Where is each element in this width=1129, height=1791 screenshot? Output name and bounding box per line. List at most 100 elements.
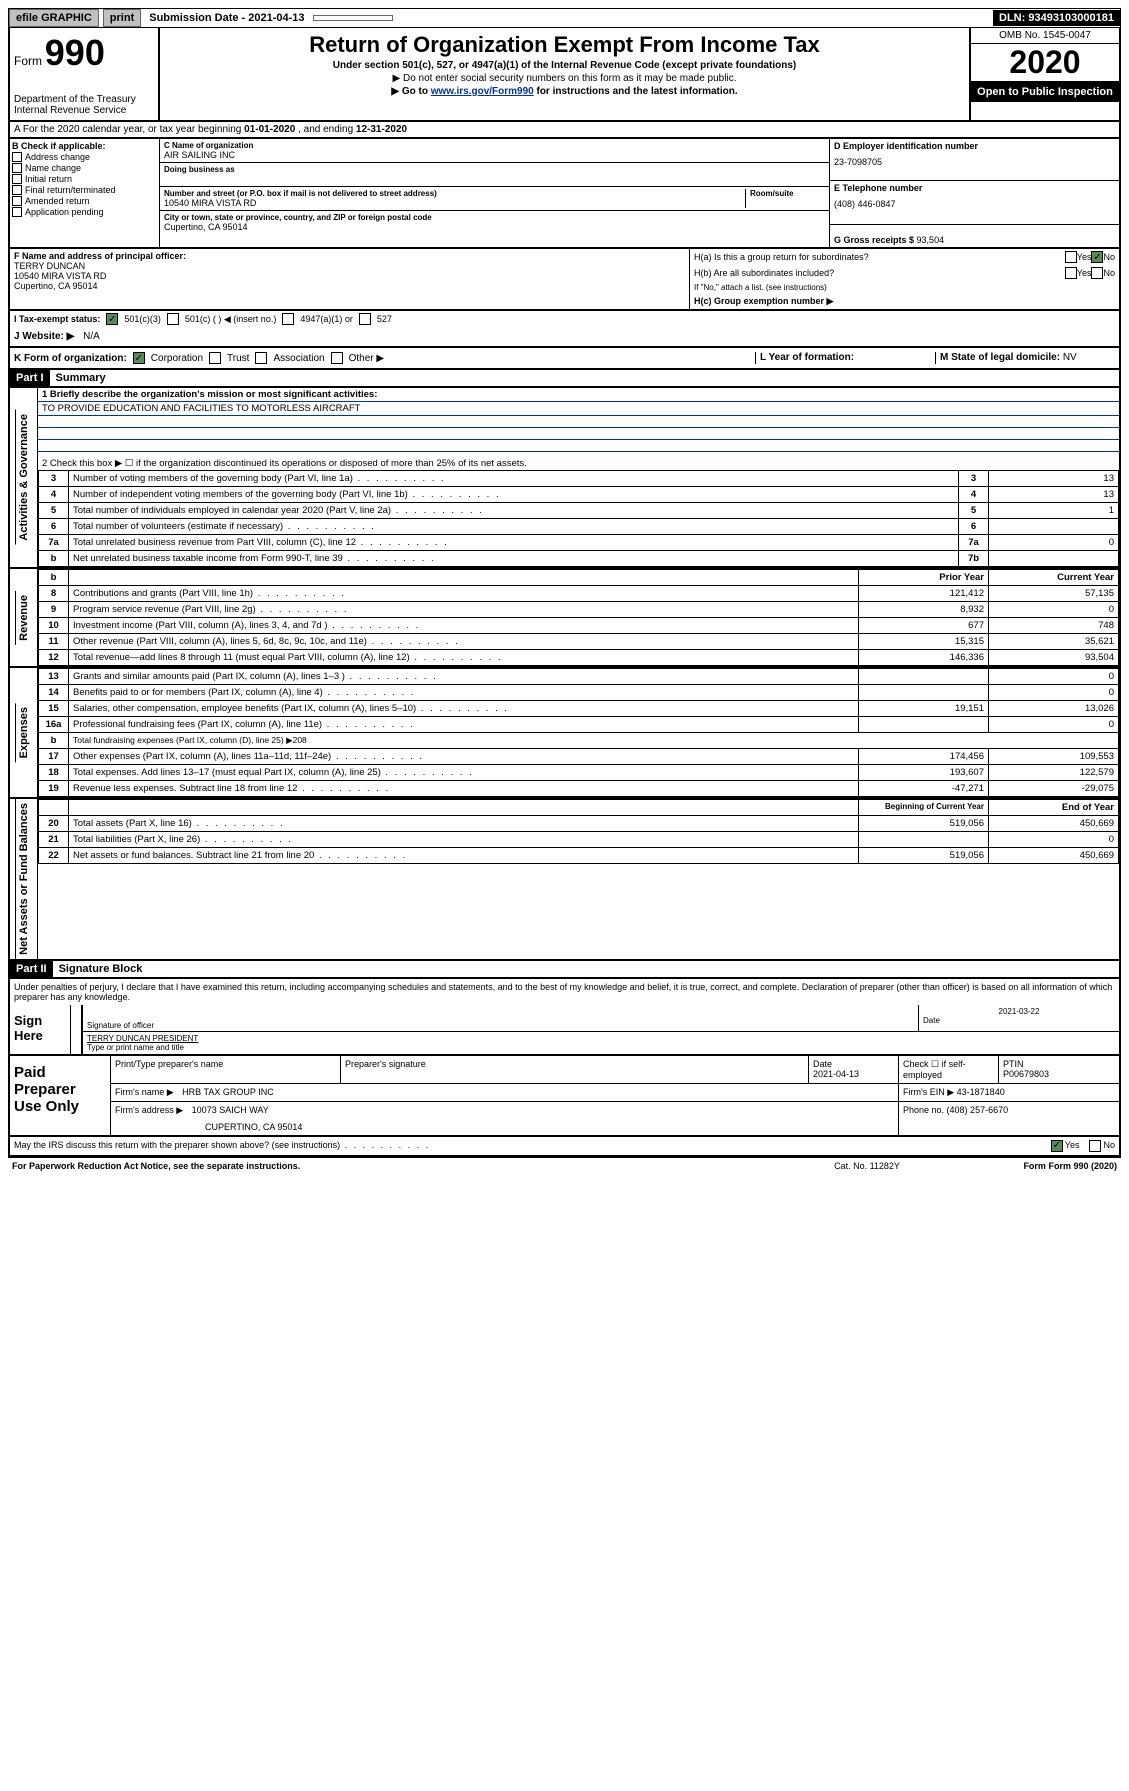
ein-label: D Employer identification number	[834, 141, 1115, 151]
m-value: NV	[1063, 352, 1077, 363]
form-ref: Form Form 990 (2020)	[967, 1161, 1117, 1171]
chk-4947[interactable]	[282, 313, 294, 325]
prior-value: 8,932	[859, 602, 989, 618]
irs-link[interactable]: www.irs.gov/Form990	[431, 86, 534, 97]
end-value: 450,669	[989, 848, 1119, 864]
row-value: 1	[989, 503, 1119, 519]
row-text: Salaries, other compensation, employee b…	[69, 701, 859, 717]
officer-addr1: 10540 MIRA VISTA RD	[14, 271, 685, 281]
row-text: Program service revenue (Part VIII, line…	[69, 602, 859, 618]
chk-assoc[interactable]	[255, 352, 267, 364]
print-button[interactable]: print	[103, 9, 141, 27]
ha-yes[interactable]	[1065, 251, 1077, 263]
col-b-header: B Check if applicable:	[12, 141, 157, 151]
form-subtitle: Under section 501(c), 527, or 4947(a)(1)…	[164, 60, 965, 71]
chk-address[interactable]	[12, 152, 22, 162]
chk-501c3[interactable]: ✓	[106, 313, 118, 325]
discuss-no[interactable]	[1089, 1140, 1101, 1152]
current-value: 0	[989, 717, 1119, 733]
sig-officer-label: Signature of officer	[87, 1021, 914, 1030]
dln-label: DLN: 93493103000181	[993, 10, 1120, 26]
inspection-badge: Open to Public Inspection	[971, 82, 1119, 102]
begin-value: 519,056	[859, 848, 989, 864]
chk-amended[interactable]	[12, 196, 22, 206]
row-text: Benefits paid to or for members (Part IX…	[69, 685, 859, 701]
toolbar: efile GRAPHIC print Submission Date - 20…	[8, 8, 1121, 28]
governance-section: Activities & Governance 1 Briefly descri…	[8, 388, 1121, 569]
end-year-hdr: End of Year	[989, 800, 1119, 816]
omb-number: OMB No. 1545-0047	[971, 28, 1119, 44]
ein-value: 23-7098705	[834, 157, 1115, 167]
row-a-tax-year: A For the 2020 calendar year, or tax yea…	[8, 122, 1121, 139]
chk-initial[interactable]	[12, 174, 22, 184]
discuss-yes[interactable]: ✓	[1051, 1140, 1063, 1152]
phone-label: E Telephone number	[834, 183, 1115, 193]
prior-value: 193,607	[859, 765, 989, 781]
current-year-hdr: Current Year	[989, 570, 1119, 586]
tax-year: 2020	[971, 44, 1119, 82]
ptin-hdr: PTIN	[1003, 1059, 1115, 1069]
city-value: Cupertino, CA 95014	[164, 222, 825, 232]
row-value	[989, 551, 1119, 567]
row-j-website: J Website: ▶ N/A	[8, 327, 1121, 348]
chk-corp[interactable]: ✓	[133, 352, 145, 364]
row-num: 20	[39, 816, 69, 832]
org-name: AIR SAILING INC	[164, 150, 825, 160]
row-text: Total number of volunteers (estimate if …	[69, 519, 959, 535]
hb-yes[interactable]	[1065, 267, 1077, 279]
row-text: Professional fundraising fees (Part IX, …	[69, 717, 859, 733]
prior-value: 146,336	[859, 650, 989, 666]
revenue-tab: Revenue	[15, 591, 32, 645]
row-text: Number of independent voting members of …	[69, 487, 959, 503]
governance-tab: Activities & Governance	[15, 410, 32, 545]
row-label: 6	[959, 519, 989, 535]
submission-spacer	[313, 15, 393, 21]
ha-no[interactable]: ✓	[1091, 251, 1103, 263]
chk-pending[interactable]	[12, 207, 22, 217]
row-num: 5	[39, 503, 69, 519]
hb-note: If "No," attach a list. (see instruction…	[690, 281, 1119, 294]
row-label: 3	[959, 471, 989, 487]
row-i-tax-status: I Tax-exempt status: ✓501(c)(3) 501(c) (…	[8, 311, 1121, 327]
row-text: Other revenue (Part VIII, column (A), li…	[69, 634, 859, 650]
row-text: Total number of individuals employed in …	[69, 503, 959, 519]
begin-year-hdr: Beginning of Current Year	[859, 800, 989, 816]
paid-preparer-block: Paid Preparer Use Only Print/Type prepar…	[8, 1056, 1121, 1137]
row-label: 7a	[959, 535, 989, 551]
declaration-text: Under penalties of perjury, I declare th…	[10, 979, 1119, 1005]
row-num: 10	[39, 618, 69, 634]
chk-name[interactable]	[12, 163, 22, 173]
part-1-header: Part I Summary	[8, 370, 1121, 388]
prior-value: 15,315	[859, 634, 989, 650]
row-value: 13	[989, 487, 1119, 503]
row-k: K Form of organization: ✓Corporation Tru…	[8, 348, 1121, 370]
form-note-1: ▶ Do not enter social security numbers o…	[164, 73, 965, 84]
row-text: Revenue less expenses. Subtract line 18 …	[69, 781, 859, 797]
row-text: Number of voting members of the governin…	[69, 471, 959, 487]
form-number: 990	[45, 32, 105, 73]
paid-label: Paid Preparer Use Only	[10, 1056, 110, 1135]
row-text: Total assets (Part X, line 16)	[69, 816, 859, 832]
current-value: 0	[989, 669, 1119, 685]
row-text: Other expenses (Part IX, column (A), lin…	[69, 749, 859, 765]
prep-date-hdr: Date	[813, 1059, 894, 1069]
hb-no[interactable]	[1091, 267, 1103, 279]
sig-date: 2021-03-22	[923, 1007, 1115, 1016]
row-text: Investment income (Part VIII, column (A)…	[69, 618, 859, 634]
chk-501c[interactable]	[167, 313, 179, 325]
row-num: 21	[39, 832, 69, 848]
row-text: Grants and similar amounts paid (Part IX…	[69, 669, 859, 685]
row-text: Total unrelated business revenue from Pa…	[69, 535, 959, 551]
receipts-label: G Gross receipts $	[834, 235, 917, 245]
chk-final[interactable]	[12, 185, 22, 195]
chk-trust[interactable]	[209, 352, 221, 364]
row-text: Contributions and grants (Part VIII, lin…	[69, 586, 859, 602]
chk-527[interactable]	[359, 313, 371, 325]
efile-button[interactable]: efile GRAPHIC	[9, 9, 99, 27]
l-label: L Year of formation:	[760, 352, 854, 363]
netassets-tab: Net Assets or Fund Balances	[15, 799, 32, 959]
m-label: M State of legal domicile:	[940, 352, 1063, 363]
firm-addr2: CUPERTINO, CA 95014	[205, 1122, 894, 1132]
addr-value: 10540 MIRA VISTA RD	[164, 198, 745, 208]
chk-other[interactable]	[331, 352, 343, 364]
